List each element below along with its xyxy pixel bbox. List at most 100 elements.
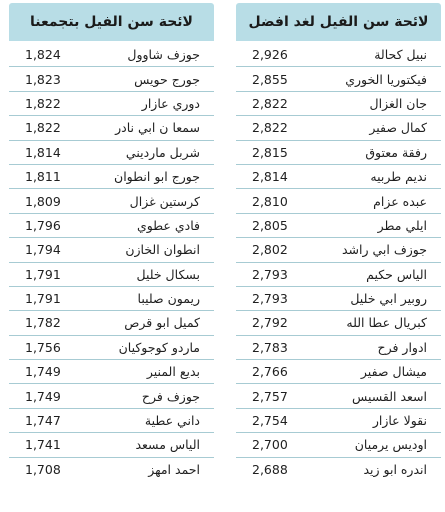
right-list-panel: لائحة سن الفيل لغد افضل 2,926 نبيل كحالة … xyxy=(236,3,441,509)
vote-count: 1,791 xyxy=(25,266,61,282)
candidate-row: 2,814 نديم طربيه xyxy=(236,165,441,190)
candidate-name: بديع المنير xyxy=(146,364,200,380)
candidate-name: الياس حكيم xyxy=(366,266,427,282)
candidate-name: شربل مارديني xyxy=(125,144,200,160)
candidate-name: كرستين غزال xyxy=(129,193,200,209)
candidate-name: جورج ابو انطوان xyxy=(114,169,200,185)
candidate-row: 1,823 جورج حويس xyxy=(9,67,214,92)
candidate-name: سمعا ن ابي نادر xyxy=(115,120,200,136)
vote-count: 1,741 xyxy=(25,437,61,453)
candidate-row: 2,926 نبيل كحالة xyxy=(236,43,441,68)
candidate-name: اندره ابو زيد xyxy=(363,462,427,478)
vote-count: 2,814 xyxy=(252,169,288,185)
vote-count: 1,822 xyxy=(25,95,61,111)
right-list-rows: 2,926 نبيل كحالة 2,855 فيكتوريا الخوري 2,8… xyxy=(236,41,441,482)
candidate-row: 1,822 دوري عازار xyxy=(9,92,214,117)
candidate-row: 2,793 الياس حكيم xyxy=(236,263,441,287)
vote-count: 2,855 xyxy=(252,71,288,87)
candidate-row: 1,824 جوزف شاوول xyxy=(9,43,214,68)
candidate-name: نديم طربيه xyxy=(370,169,427,185)
candidate-row: 1,741 الياس مسعد xyxy=(9,433,214,458)
vote-count: 1,823 xyxy=(25,71,61,87)
candidate-row: 2,805 ايلي مطر xyxy=(236,214,441,239)
vote-count: 2,792 xyxy=(252,315,288,331)
candidate-name: ادوار فرح xyxy=(377,339,428,355)
candidate-row: 1,809 كرستين غزال xyxy=(9,189,214,214)
candidate-name: جورج حويس xyxy=(134,71,200,87)
candidate-name: انطوان الخازن xyxy=(125,242,200,258)
candidate-name: دوري عازار xyxy=(141,95,200,111)
candidate-row: 2,793 روبير ابي خليل xyxy=(236,287,441,312)
vote-count: 2,793 xyxy=(252,291,288,307)
vote-count: 2,757 xyxy=(252,388,288,404)
candidate-row: 2,766 ميشال صفير xyxy=(236,360,441,385)
candidate-row: 2,802 جوزف ابي راشد xyxy=(236,238,441,263)
vote-count: 2,793 xyxy=(252,266,288,282)
candidate-row: 1,791 بسكال خليل xyxy=(9,263,214,287)
vote-count: 2,926 xyxy=(252,47,288,63)
candidate-name: ريمون صليبا xyxy=(137,291,200,307)
candidate-row: 2,792 كبريال عطا الله xyxy=(236,311,441,336)
candidate-row: 1,749 جوزف فرح xyxy=(9,384,214,409)
candidate-name: كميل ابو قرص xyxy=(124,315,200,331)
candidate-row: 2,783 ادوار فرح xyxy=(236,336,441,361)
vote-count: 2,805 xyxy=(252,217,288,233)
vote-count: 1,809 xyxy=(25,193,61,209)
candidate-row: 1,708 احمد امهز xyxy=(9,458,214,482)
candidate-name: ايلي مطر xyxy=(377,217,427,233)
candidate-name: عبده عزام xyxy=(373,193,427,209)
candidate-name: كمال صفير xyxy=(369,120,427,136)
candidate-row: 1,791 ريمون صليبا xyxy=(9,287,214,312)
vote-count: 2,700 xyxy=(252,437,288,453)
left-list-rows: 1,824 جوزف شاوول 1,823 جورج حويس 1,822 دوري… xyxy=(9,41,214,482)
vote-count: 2,688 xyxy=(252,462,288,478)
candidate-row: 2,754 نقولا عازار xyxy=(236,409,441,434)
candidate-name: اسعد القسيس xyxy=(352,388,427,404)
candidate-name: نقولا عازار xyxy=(372,413,427,429)
candidate-name: ماردو كوجوكيان xyxy=(118,339,200,355)
candidate-name: جان الغزال xyxy=(369,95,427,111)
vote-count: 2,754 xyxy=(252,413,288,429)
vote-count: 1,782 xyxy=(25,315,61,331)
vote-count: 1,747 xyxy=(25,413,61,429)
vote-count: 1,822 xyxy=(25,120,61,136)
vote-count: 2,766 xyxy=(252,364,288,380)
vote-count: 1,824 xyxy=(25,47,61,63)
vote-count: 1,796 xyxy=(25,217,61,233)
candidate-row: 1,794 انطوان الخازن xyxy=(9,238,214,263)
candidate-name: نبيل كحالة xyxy=(374,47,427,63)
vote-count: 2,815 xyxy=(252,144,288,160)
vote-count: 2,802 xyxy=(252,242,288,258)
candidate-row: 2,822 جان الغزال xyxy=(236,92,441,117)
candidate-row: 1,749 بديع المنير xyxy=(9,360,214,385)
candidate-name: اوديس يرميان xyxy=(354,437,427,453)
vote-count: 2,783 xyxy=(252,339,288,355)
vote-count: 1,811 xyxy=(25,169,61,185)
right-list-title: لائحة سن الفيل لغد افضل xyxy=(236,3,441,41)
candidate-row: 1,796 فادي عطوي xyxy=(9,214,214,239)
vote-count: 1,708 xyxy=(25,462,61,478)
vote-count: 2,822 xyxy=(252,95,288,111)
candidate-name: رفقة معتوق xyxy=(365,144,427,160)
vote-count: 1,749 xyxy=(25,388,61,404)
candidate-row: 2,700 اوديس يرميان xyxy=(236,433,441,458)
vote-count: 1,749 xyxy=(25,364,61,380)
candidate-row: 1,822 سمعا ن ابي نادر xyxy=(9,116,214,141)
candidate-name: روبير ابي خليل xyxy=(350,291,427,307)
candidate-name: جوزف شاوول xyxy=(127,47,200,63)
candidate-name: الياس مسعد xyxy=(135,437,200,453)
candidate-name: بسكال خليل xyxy=(136,266,200,282)
candidate-row: 1,756 ماردو كوجوكيان xyxy=(9,336,214,361)
candidate-name: داني عطية xyxy=(144,413,200,429)
candidate-name: كبريال عطا الله xyxy=(346,315,427,331)
candidate-name: جوزف فرح xyxy=(141,388,200,404)
candidate-name: جوزف ابي راشد xyxy=(341,242,427,258)
candidate-name: ميشال صفير xyxy=(360,364,427,380)
candidate-row: 2,822 كمال صفير xyxy=(236,116,441,141)
left-list-panel: لائحة سن الفيل بتجمعنا 1,824 جوزف شاوول 1… xyxy=(9,3,214,509)
candidate-name: فادي عطوي xyxy=(136,217,200,233)
candidate-name: احمد امهز xyxy=(148,462,200,478)
candidate-row: 1,782 كميل ابو قرص xyxy=(9,311,214,336)
vote-count: 1,756 xyxy=(25,339,61,355)
left-list-title: لائحة سن الفيل بتجمعنا xyxy=(9,3,214,41)
